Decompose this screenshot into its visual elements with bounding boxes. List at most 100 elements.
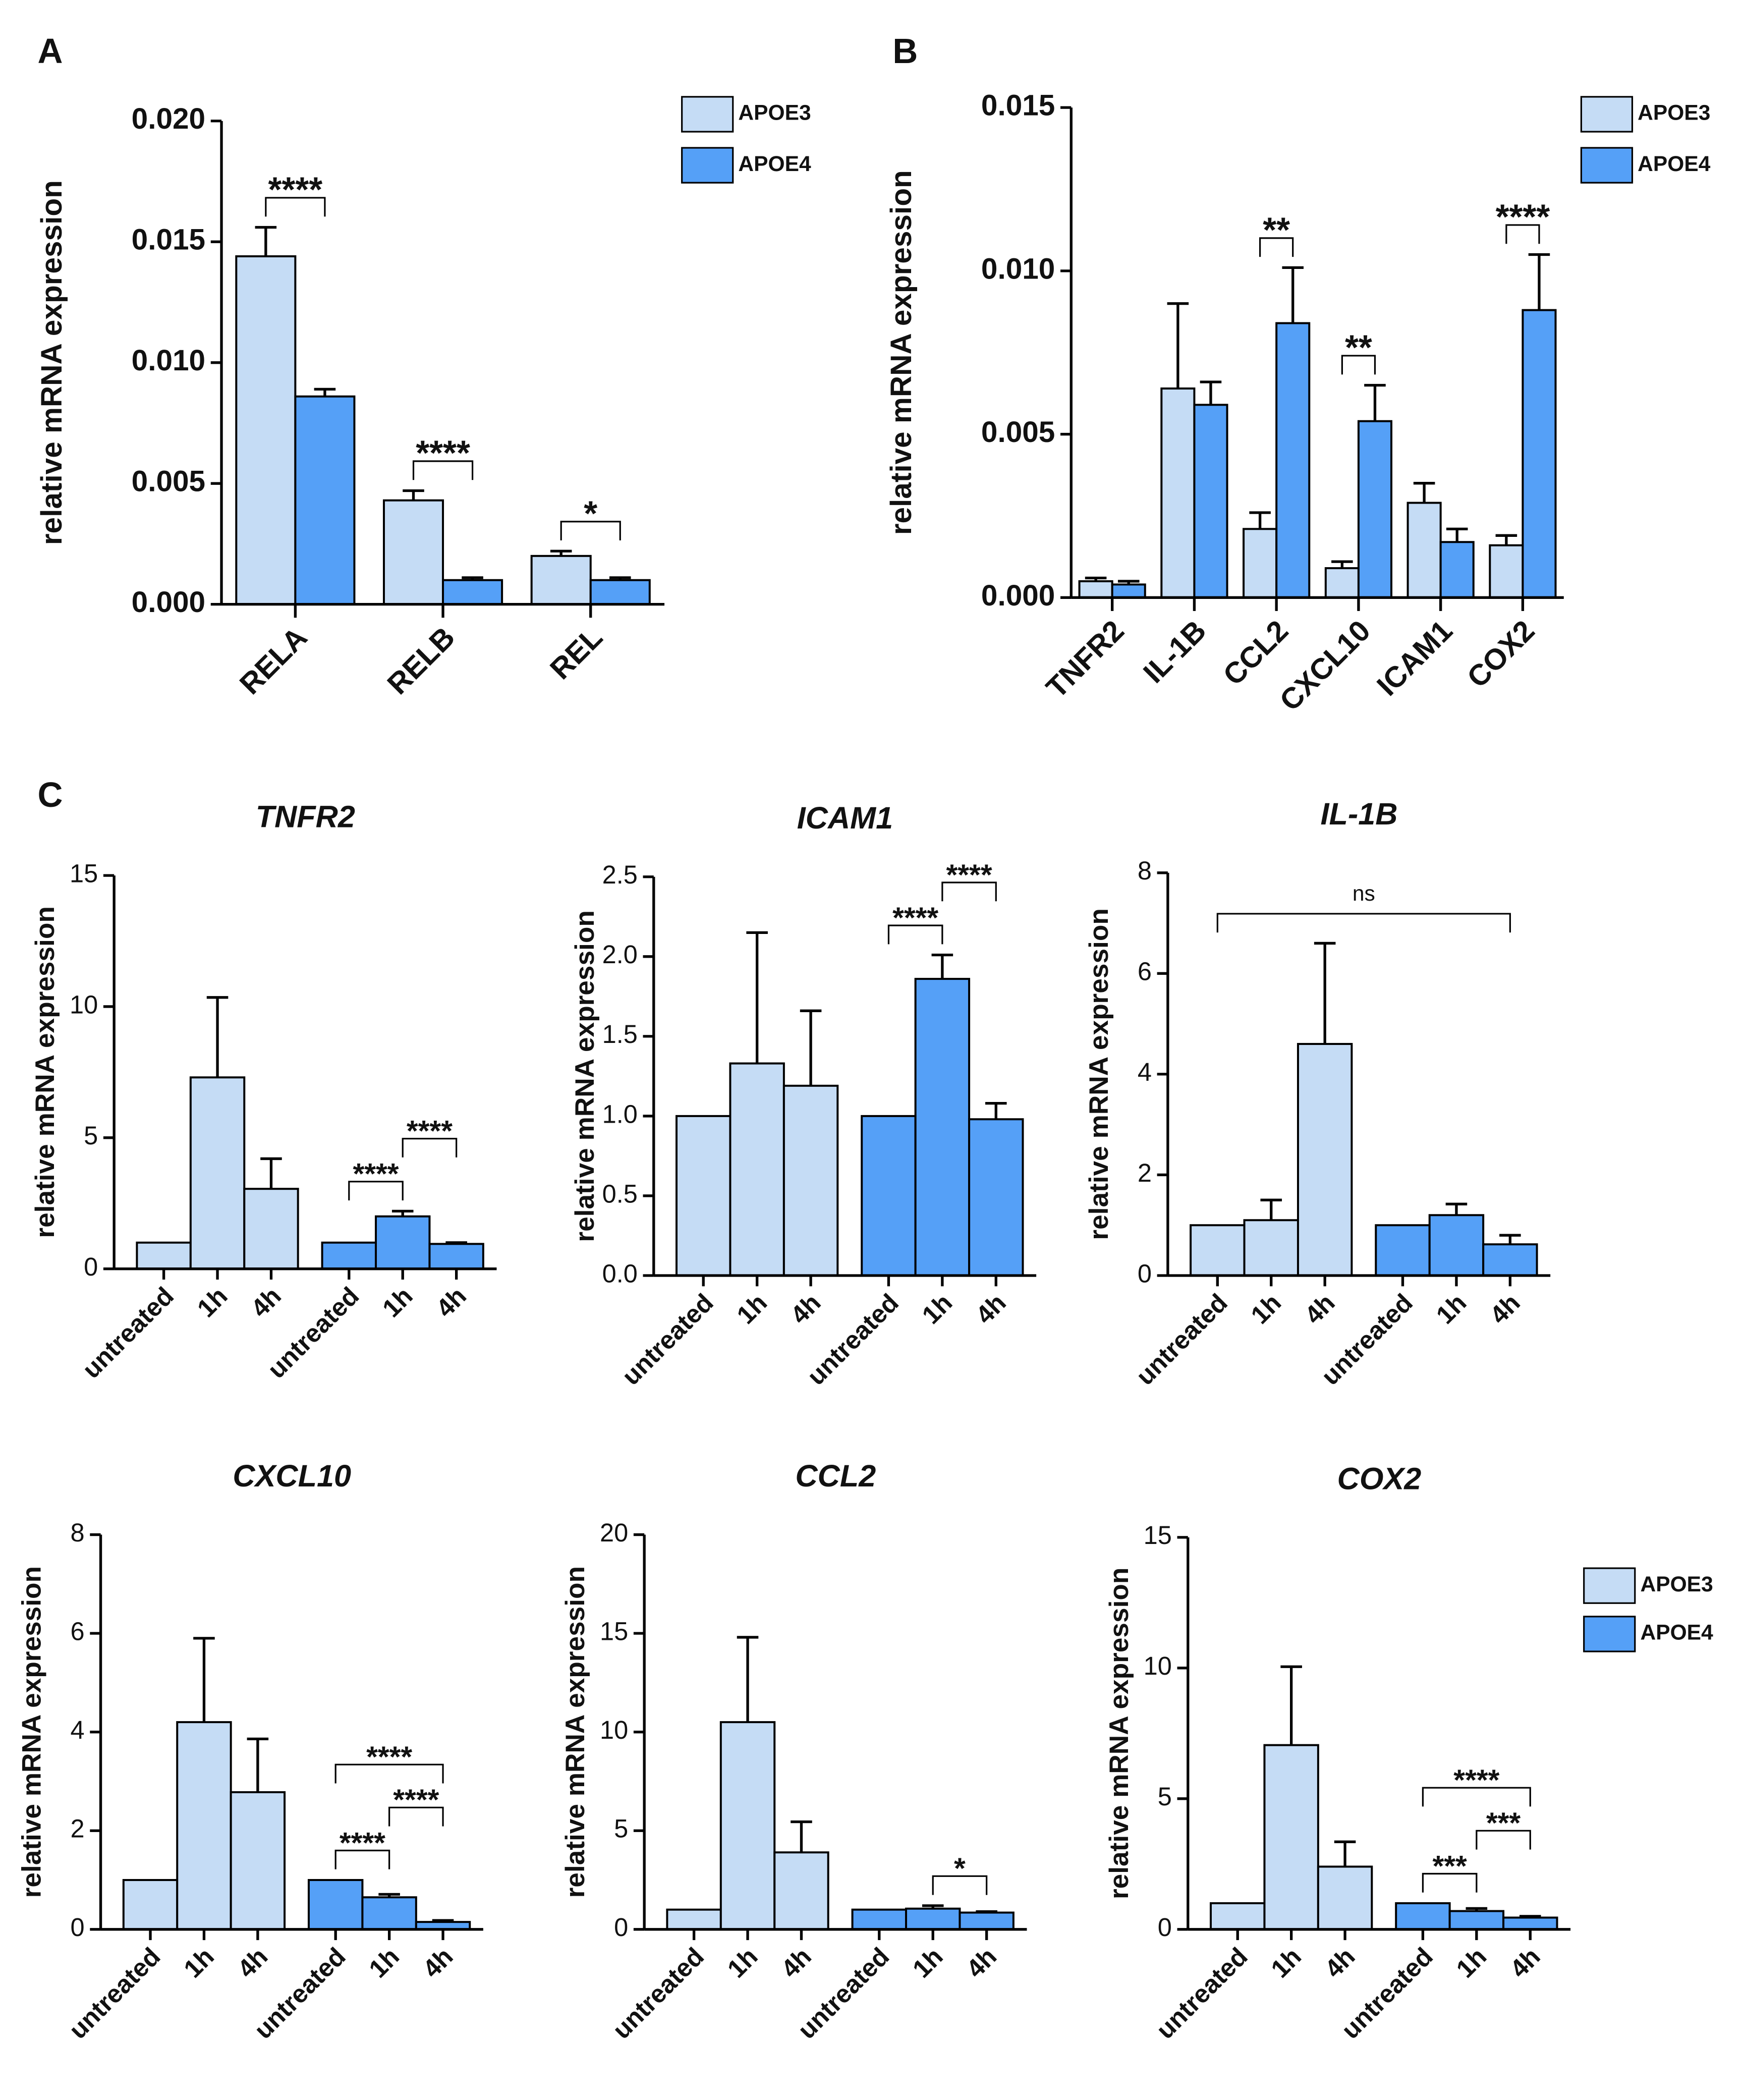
bar (861, 1115, 917, 1277)
y-axis-label: relative mRNA expression (1104, 1568, 1134, 1899)
x-tick-label: 4h (961, 1942, 1002, 1983)
legend-label: APOE4 (1638, 152, 1711, 176)
chart-title: ICAM1 (797, 801, 893, 835)
y-axis-label: relative mRNA expression (30, 906, 60, 1238)
bar (1275, 322, 1311, 599)
bar (1210, 1902, 1266, 1930)
x-tick-label: RELA (234, 621, 314, 701)
panel-label: B (892, 31, 918, 71)
x-tick-label: 4h (1504, 1942, 1546, 1983)
significance-bracket (932, 1875, 988, 1895)
bar (530, 555, 592, 605)
significance-label: *** (1486, 1807, 1521, 1840)
significance-bracket (1341, 355, 1376, 375)
y-tick-label: 8 (1138, 856, 1152, 885)
y-axis-label: relative mRNA expression (35, 180, 68, 545)
legend-swatch (1583, 1567, 1636, 1604)
legend-swatch (1580, 147, 1634, 184)
y-tick-label: 0.015 (132, 224, 205, 256)
y-tick-label: 0.005 (981, 416, 1055, 449)
significance-bracket (1259, 237, 1294, 257)
bar (1297, 1043, 1353, 1277)
significance-label: **** (946, 859, 992, 892)
y-tick-label: 15 (70, 859, 98, 888)
y-tick-label: 10 (600, 1716, 628, 1744)
x-tick-label: 4h (1299, 1288, 1340, 1330)
bar (1317, 1865, 1373, 1930)
bar (666, 1908, 722, 1930)
bar (243, 1188, 299, 1270)
bar (321, 1241, 377, 1270)
significance-bracket (1422, 1872, 1478, 1893)
bar (1406, 502, 1442, 599)
bar (1193, 404, 1228, 599)
bar (914, 978, 971, 1277)
bar (968, 1118, 1024, 1277)
x-tick-label: CCL2 (1217, 614, 1294, 692)
bar (782, 1084, 839, 1277)
bar (1428, 1214, 1485, 1277)
legend-swatch (681, 147, 734, 184)
x-tick-label: REL (544, 621, 609, 686)
x-tick-label: 4h (417, 1942, 459, 1983)
y-tick-label: 4 (1138, 1058, 1152, 1086)
significance-bracket (941, 881, 997, 902)
x-tick-label: untreated (616, 1288, 719, 1391)
y-tick-label: 1.0 (602, 1099, 638, 1128)
x-tick-label: 1h (178, 1942, 219, 1983)
legend-label: APOE3 (1638, 101, 1710, 125)
y-tick-label: 15 (1144, 1521, 1172, 1550)
bar (729, 1062, 785, 1277)
x-tick-label: TNFR2 (1040, 614, 1130, 704)
x-tick-label: 1h (1430, 1288, 1472, 1330)
legend-label: APOE3 (738, 101, 811, 125)
y-tick-label: 0 (1158, 1913, 1172, 1942)
bar (1160, 387, 1196, 599)
legend-label: APOE3 (1640, 1572, 1713, 1596)
y-tick-label: 0 (84, 1252, 98, 1281)
y-tick-label: 0.005 (132, 465, 205, 498)
bar (428, 1243, 484, 1270)
significance-label: * (584, 493, 597, 533)
bar (375, 1215, 431, 1270)
significance-bracket (402, 1138, 458, 1157)
significance-bracket (348, 1181, 404, 1201)
y-axis-label: relative mRNA expression (560, 1566, 590, 1898)
significance-bracket (334, 1849, 390, 1869)
bar (905, 1907, 961, 1930)
x-tick-label: 1h (907, 1942, 948, 1983)
bar (382, 499, 444, 605)
y-tick-label: 5 (1158, 1782, 1172, 1811)
x-tick-label: 1h (1265, 1942, 1307, 1983)
legend-label: APOE4 (738, 152, 811, 176)
y-tick-label: 0.010 (132, 344, 205, 377)
x-tick-label: 1h (1245, 1288, 1286, 1330)
significance-bracket (560, 521, 621, 540)
x-tick-label: 4h (430, 1282, 472, 1323)
bar (122, 1879, 179, 1930)
bar (294, 395, 356, 605)
legend-swatch (681, 96, 734, 133)
bar (1522, 309, 1557, 599)
bar (676, 1115, 731, 1277)
chart-title: CCL2 (795, 1459, 876, 1493)
x-tick-label: 1h (363, 1942, 405, 1983)
x-tick-label: 4h (775, 1942, 817, 1983)
x-tick-label: RELB (381, 621, 462, 701)
bar (1375, 1224, 1431, 1277)
bar (230, 1791, 286, 1930)
x-tick-label: untreated (63, 1942, 165, 2044)
x-tick-label: 4h (785, 1288, 826, 1330)
x-tick-label: 4h (970, 1288, 1011, 1330)
x-tick-label: 4h (1319, 1942, 1361, 1983)
y-tick-label: 4 (71, 1716, 85, 1744)
chart-title: COX2 (1337, 1461, 1422, 1496)
significance-label: **** (340, 1827, 385, 1859)
x-tick-label: untreated (1131, 1288, 1233, 1391)
significance-bracket (1505, 224, 1540, 244)
significance-label: **** (268, 170, 323, 209)
bar (1502, 1916, 1558, 1930)
significance-bracket (388, 1806, 444, 1827)
bar (1395, 1902, 1451, 1930)
significance-label: ** (1345, 328, 1372, 367)
